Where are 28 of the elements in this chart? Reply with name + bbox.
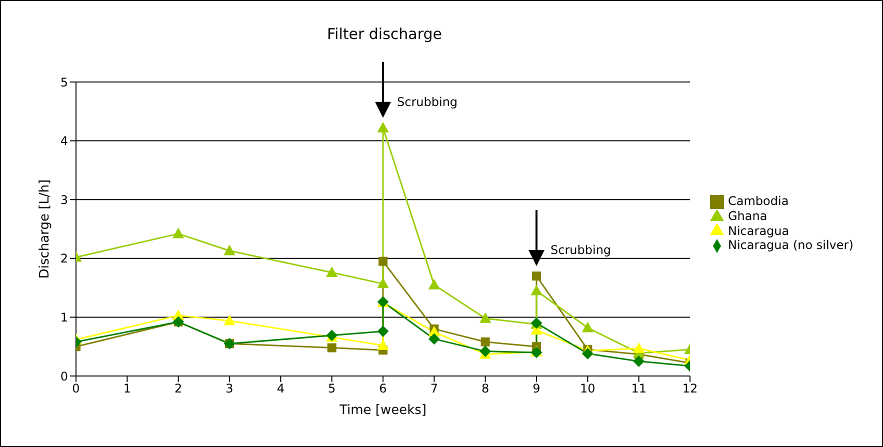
x-tick-label: 8 (482, 382, 490, 396)
y-tick-label: 2 (60, 252, 68, 266)
legend-label: Cambodia (728, 194, 789, 208)
x-tick-label: 5 (328, 382, 336, 396)
x-axis-title: Time [weeks] (338, 403, 427, 418)
x-tick-label: 4 (276, 382, 284, 396)
chart-title: Filter discharge (326, 25, 444, 43)
x-tick-label: 7 (430, 382, 438, 396)
x-tick-label: 0 (72, 382, 80, 396)
y-tick-label: 3 (60, 192, 68, 207)
x-tick-label: 2 (174, 382, 182, 396)
legend-label: Nicaragua (728, 224, 790, 238)
y-tick-label: 1 (60, 310, 68, 324)
y-tick-label: 4 (60, 134, 68, 148)
x-tick-label: 6 (379, 382, 387, 396)
y-axis-title: Discharge [L/h] (38, 179, 53, 279)
x-tick-label: 1 (123, 382, 131, 396)
annotation: Scrubbing (550, 243, 612, 258)
x-tick-label: 9 (532, 382, 540, 396)
annotation: Scrubbing (397, 94, 458, 109)
y-tick-label: 0 (60, 369, 68, 384)
x-tick-label: 10 (580, 382, 596, 396)
x-tick-label: 12 (682, 382, 698, 396)
legend-label: Nicaragua (no silver) (728, 238, 854, 252)
x-tick-label: 3 (226, 382, 234, 396)
legend-label: Ghana (728, 208, 768, 223)
y-tick-label: 5 (60, 75, 68, 90)
x-tick-label: 11 (631, 382, 646, 396)
